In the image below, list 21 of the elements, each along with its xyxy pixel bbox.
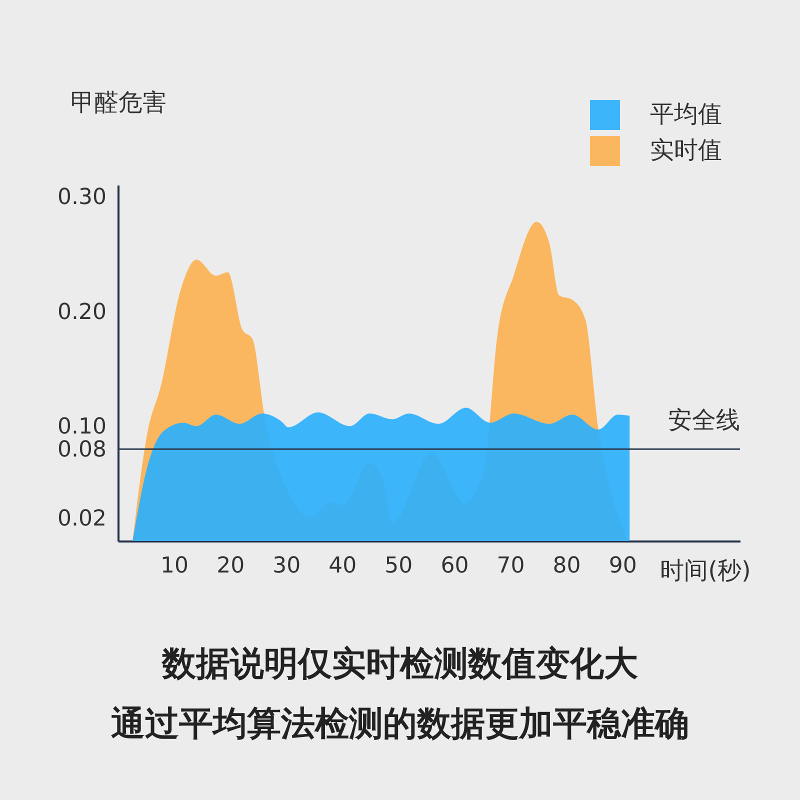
x-tick-label: 40 — [328, 554, 357, 578]
y-tick-label: 0.20 — [58, 300, 106, 325]
legend-label: 实时值 — [650, 136, 722, 164]
x-axis-title: 时间(秒) — [660, 556, 751, 584]
x-tick-label: 80 — [552, 554, 581, 578]
x-tick-label: 50 — [384, 554, 413, 578]
text: 数据说明仅实时检测数值变化大 — [161, 644, 638, 684]
y-tick-label: 0.10 — [58, 414, 106, 440]
y-tick-label: 0.08 — [58, 438, 106, 463]
ref-line-label: 安全线 — [668, 406, 740, 434]
x-tick-label: 30 — [272, 554, 301, 578]
y-axis-title: 甲醛危害 — [70, 88, 166, 116]
x-tick-label: 10 — [160, 554, 189, 578]
y-tick-label: 0.30 — [58, 184, 106, 210]
text: 通过平均算法检测的数据更加平稳准确 — [111, 704, 689, 744]
x-tick-label: 20 — [216, 554, 245, 578]
x-tick-label: 60 — [440, 554, 469, 578]
y-tick-label: 0.02 — [58, 506, 106, 532]
x-tick-label: 70 — [496, 554, 525, 578]
x-tick-label: 90 — [608, 554, 637, 578]
legend-label: 平均值 — [650, 100, 722, 128]
